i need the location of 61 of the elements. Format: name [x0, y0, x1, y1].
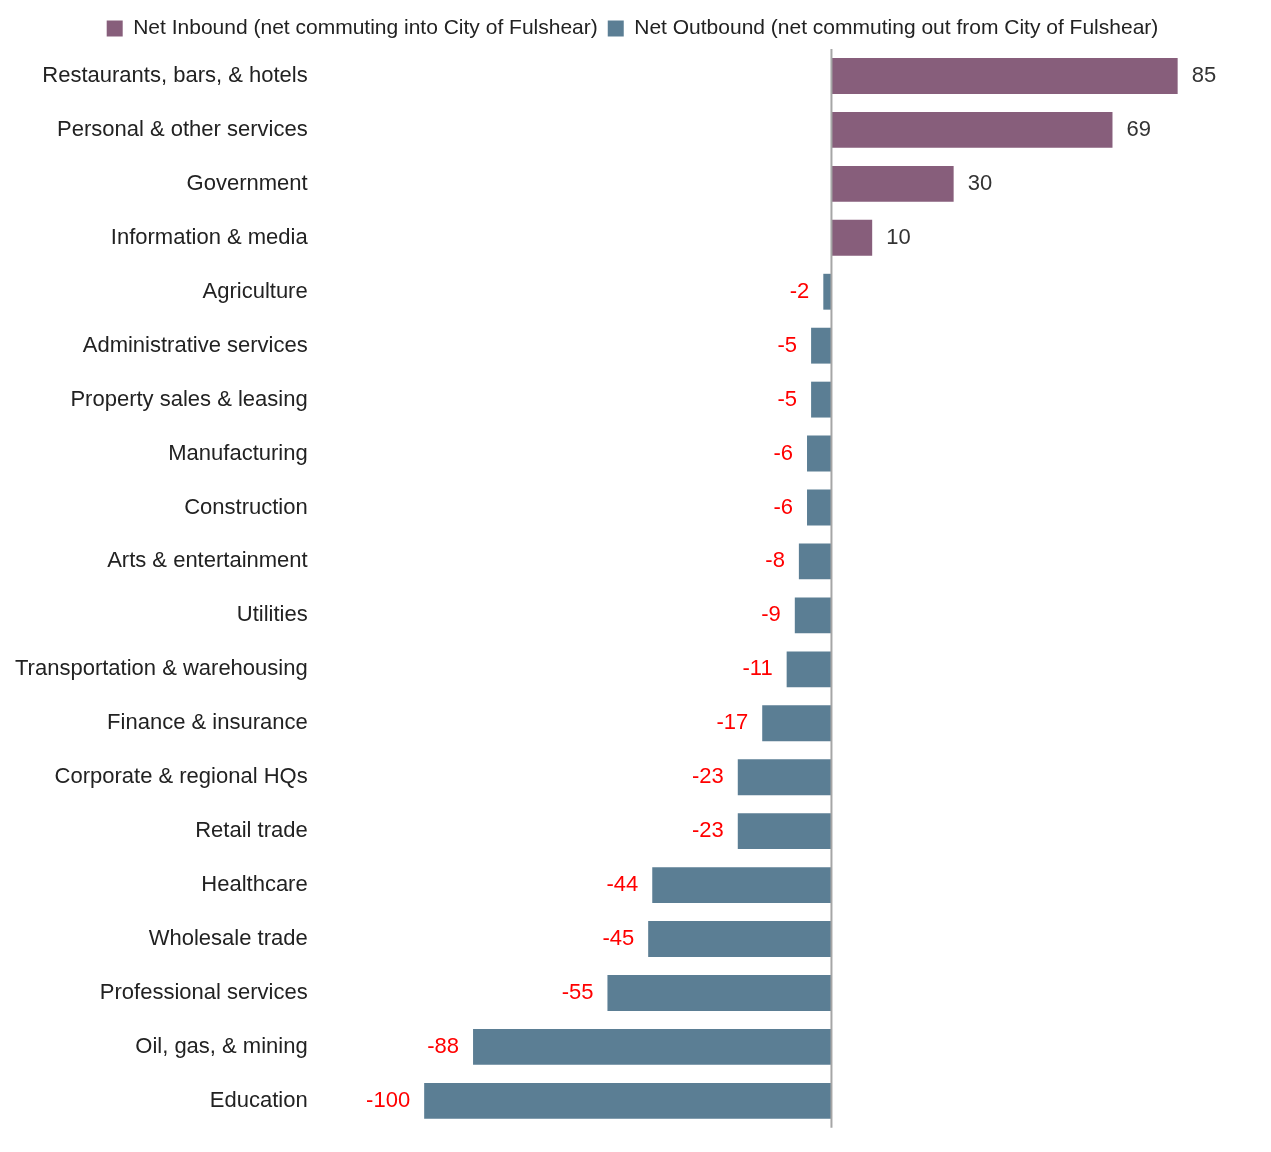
data-label: -6	[773, 493, 794, 519]
y-tick-label: Personal & other services	[57, 115, 308, 141]
bar	[831, 58, 1178, 94]
bar	[737, 813, 832, 850]
y-tick-label: Manufacturing	[168, 439, 308, 465]
legend-label: Net Outbound (net commuting out from City of Fulshear)	[634, 15, 1159, 39]
bar	[424, 1082, 832, 1119]
data-label: -23	[691, 763, 724, 789]
data-label: -88	[427, 1032, 460, 1058]
data-label: -5	[777, 331, 798, 357]
data-label: -45	[602, 925, 635, 951]
bar	[473, 1028, 832, 1065]
bar	[798, 543, 832, 580]
y-tick-label: Finance & insurance	[107, 709, 308, 735]
y-tick-label: Professional services	[99, 979, 308, 1005]
bar	[807, 489, 832, 526]
y-tick-label: Administrative services	[82, 331, 308, 357]
bar	[648, 921, 832, 957]
data-label: -17	[716, 709, 749, 735]
bar	[811, 381, 832, 418]
data-label: 30	[967, 169, 993, 195]
y-tick-label: Healthcare	[201, 871, 308, 897]
data-label: -8	[765, 547, 785, 573]
data-label: 85	[1191, 62, 1217, 88]
bar	[811, 327, 832, 364]
y-tick-label: Property sales & leasing	[70, 385, 308, 411]
y-tick-label: Wholesale trade	[148, 925, 308, 951]
y-tick-label: Information & media	[110, 223, 309, 249]
bar	[831, 219, 873, 256]
bar	[807, 435, 832, 472]
data-label: -6	[773, 439, 794, 465]
y-tick-label: Retail trade	[195, 817, 308, 843]
bar	[652, 867, 832, 904]
y-tick-label: Utilities	[236, 601, 308, 627]
data-label: 10	[886, 223, 911, 249]
bar	[762, 705, 832, 742]
y-tick-label: Education	[209, 1086, 308, 1112]
data-label: -2	[789, 277, 810, 303]
data-label: -23	[691, 817, 724, 843]
y-tick-label: Arts & entertainment	[107, 547, 308, 573]
bar	[786, 651, 832, 688]
legend-label: Net Inbound (net commuting into City of Fulshear)	[133, 15, 598, 39]
bar	[831, 165, 954, 202]
y-tick-label: Oil, gas, & mining	[135, 1032, 308, 1058]
data-label: -55	[561, 979, 594, 1005]
bar	[737, 759, 832, 796]
bar	[607, 975, 832, 1011]
data-label: -5	[777, 385, 798, 411]
data-label: -44	[606, 871, 639, 897]
data-label: -9	[761, 601, 781, 627]
data-label: 69	[1126, 115, 1151, 141]
y-tick-label: Government	[186, 169, 308, 195]
y-tick-label: Construction	[184, 493, 308, 519]
bar	[831, 111, 1113, 148]
bar	[794, 597, 832, 634]
y-tick-label: Restaurants, bars, & hotels	[42, 62, 308, 88]
data-label: -100	[366, 1086, 411, 1112]
data-label: -11	[742, 655, 773, 681]
y-tick-label: Agriculture	[202, 277, 308, 303]
y-tick-label: Corporate & regional HQs	[54, 763, 308, 789]
y-tick-label: Transportation & warehousing	[14, 655, 308, 681]
